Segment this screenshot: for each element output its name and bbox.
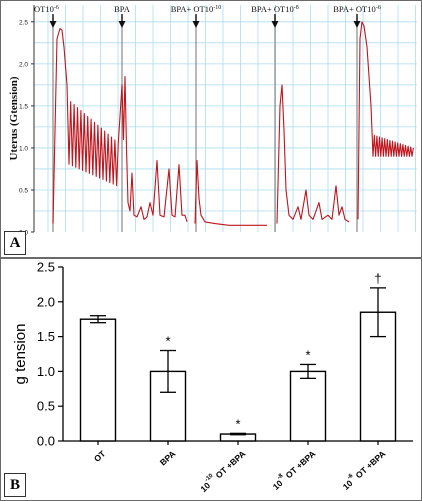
x-tick-label: 10-6 OT +BPA (340, 447, 388, 492)
event-arrow-head (271, 21, 279, 28)
y-tick-label: 1.5 (19, 103, 28, 110)
y-tick-label: 0.5 (37, 399, 55, 414)
trace-segment-bpa-ot10-8 (276, 84, 350, 224)
event-label: BPA (114, 4, 131, 14)
bar (149, 370, 187, 442)
y-tick-label: 1.0 (19, 145, 28, 152)
bar (359, 311, 397, 442)
event-label: BPA+ OT10-6 (333, 4, 381, 14)
significance-marker: † (374, 271, 381, 286)
trace-segment-ot-and-bpa (52, 27, 188, 224)
y-tick-label: 1.0 (37, 364, 55, 379)
event-arrow-head (192, 21, 200, 28)
y-tick-label: 0.0 (37, 434, 55, 449)
bar-chart: 0.0 0.5 1.0 1.5 2.0 2.5 g tension OT * BPA * 10-10 … (12, 260, 413, 494)
panel-label-a: A (4, 231, 26, 255)
significance-marker: * (165, 334, 170, 349)
event-arrow-head (49, 21, 57, 28)
y-tick-label: 1.5 (37, 329, 55, 344)
y-tick-label: 2.0 (19, 61, 28, 68)
y-axis-label: g tension (12, 324, 29, 385)
bar (289, 370, 327, 442)
bar (79, 318, 117, 442)
event-label: BPA+ OT10-10 (171, 4, 222, 14)
grid (34, 5, 417, 232)
y-tick-label: 2.0 (37, 294, 55, 309)
x-tick-label: OT (92, 448, 108, 464)
trace-segment-bpa-ot10-10 (194, 159, 267, 226)
event-arrow-head (118, 21, 126, 28)
trace-segment-bpa-ot10-6 (357, 21, 414, 220)
x-tick-label: 10-10 OT +BPA (197, 447, 247, 494)
y-tick-label: 2.5 (37, 260, 55, 275)
panel-label-b: B (4, 473, 26, 497)
y-axis-label: Uterus (Gtension) (8, 76, 20, 160)
event-label: BPA+ OT10-8 (251, 4, 299, 14)
event-arrow-head (353, 21, 361, 28)
significance-marker: * (235, 416, 240, 431)
panel-b-bar-chart: 0.0 0.5 1.0 1.5 2.0 2.5 g tension OT * BPA * 10-10 … (0, 258, 422, 501)
event-label: OT10-6 (34, 4, 59, 14)
x-tick-label: 10-8 OT +BPA (270, 447, 318, 492)
y-tick-label: 0.5 (19, 187, 28, 194)
significance-marker: * (305, 347, 310, 362)
x-tick-label: BPA (158, 449, 178, 468)
y-tick-label: 2.5 (19, 19, 28, 26)
